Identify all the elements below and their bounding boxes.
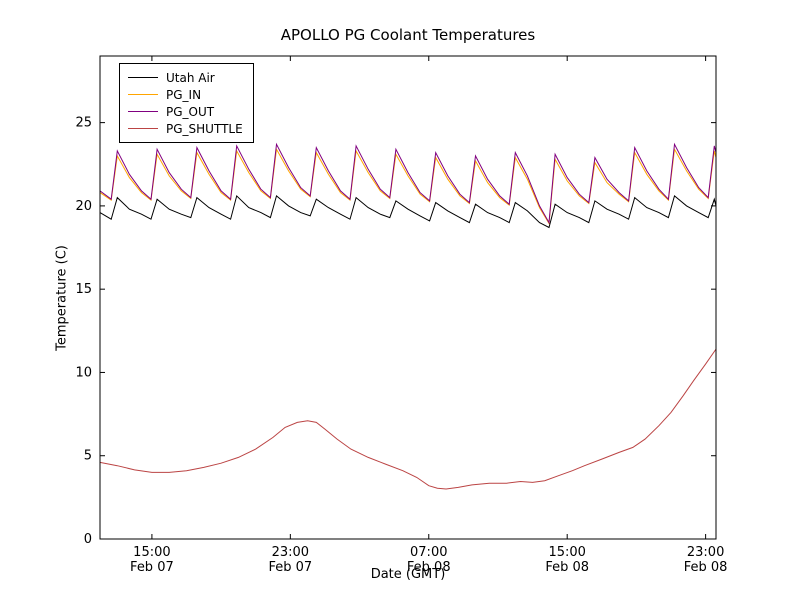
legend-line-sample bbox=[128, 94, 158, 95]
legend-item-pg-in: PG_IN bbox=[128, 86, 243, 103]
legend-label: Utah Air bbox=[166, 70, 215, 85]
legend-item-pg-shuttle: PG_SHUTTLE bbox=[128, 120, 243, 137]
y-tick-label: 10 bbox=[75, 365, 92, 380]
y-tick-label: 5 bbox=[84, 449, 92, 464]
legend-line-sample bbox=[128, 111, 158, 112]
x-axis-label: Date (GMT) bbox=[370, 567, 446, 582]
legend-line-sample bbox=[128, 77, 158, 78]
x-tick-label-date: Feb 08 bbox=[407, 560, 451, 575]
x-tick-label-time: 07:00 bbox=[410, 545, 447, 560]
x-tick-label-date: Feb 08 bbox=[545, 560, 589, 575]
y-tick-label: 20 bbox=[75, 199, 92, 214]
legend-line-sample bbox=[128, 128, 158, 129]
series-line-pg-out bbox=[99, 142, 717, 225]
series-line-pg-in bbox=[99, 147, 717, 225]
y-tick-label: 25 bbox=[75, 116, 92, 131]
x-tick-label-time: 15:00 bbox=[133, 545, 170, 560]
legend-label: PG_IN bbox=[166, 87, 202, 102]
legend-item-utah-air: Utah Air bbox=[128, 69, 243, 86]
x-tick-label-date: Feb 07 bbox=[268, 560, 312, 575]
chart-title: APOLLO PG Coolant Temperatures bbox=[280, 26, 536, 44]
x-tick-label-time: 23:00 bbox=[687, 545, 724, 560]
x-tick-label-time: 23:00 bbox=[272, 545, 309, 560]
legend-item-pg-out: PG_OUT bbox=[128, 103, 243, 120]
x-tick-label-date: Feb 08 bbox=[684, 560, 728, 575]
plot-frame bbox=[99, 55, 717, 540]
legend: Utah Air PG_IN PG_OUT PG_SHUTTLE bbox=[119, 63, 254, 143]
series-line-utah-air bbox=[99, 194, 717, 229]
y-tick-label: 15 bbox=[75, 282, 92, 297]
legend-label: PG_OUT bbox=[166, 104, 215, 119]
y-tick-label: 0 bbox=[84, 532, 92, 547]
x-tick-label-time: 15:00 bbox=[548, 545, 585, 560]
legend-label: PG_SHUTTLE bbox=[166, 121, 243, 136]
x-tick-label-date: Feb 07 bbox=[130, 560, 174, 575]
series-line-pg-shuttle bbox=[99, 348, 717, 490]
